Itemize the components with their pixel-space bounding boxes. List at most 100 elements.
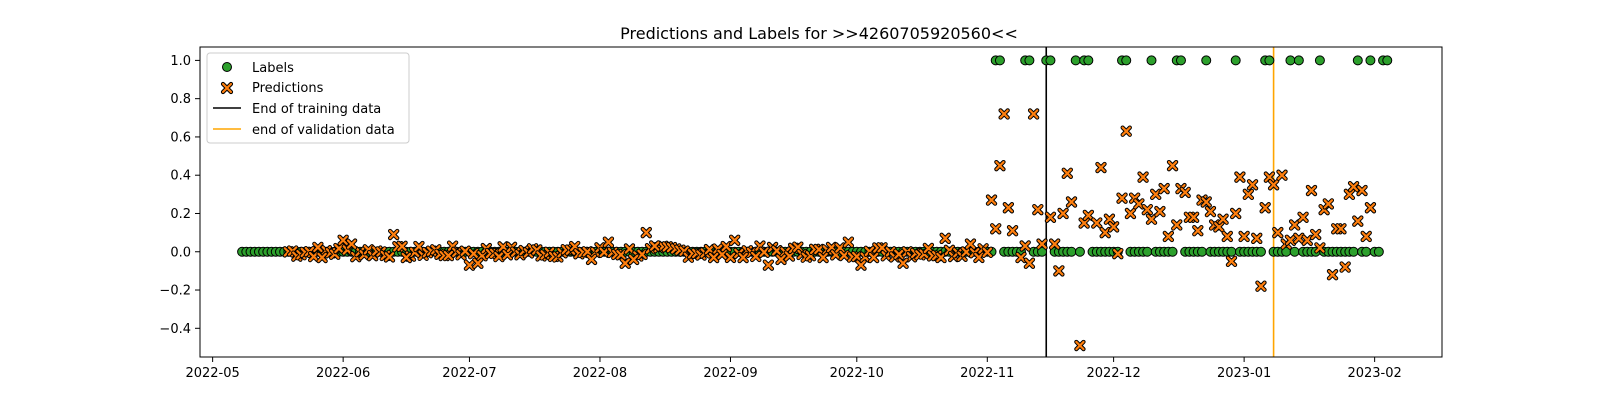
prediction-marker — [1062, 168, 1072, 178]
prediction-marker — [1083, 210, 1094, 221]
prediction-point — [1048, 238, 1061, 250]
prediction-marker — [1252, 233, 1262, 244]
prediction-marker — [1264, 172, 1275, 182]
prediction-marker — [1315, 243, 1325, 253]
prediction-marker — [1214, 222, 1224, 232]
label-point — [1373, 246, 1384, 257]
prediction-marker — [641, 227, 651, 238]
prediction-marker — [1121, 126, 1131, 136]
prediction-marker — [759, 247, 769, 257]
prediction-marker — [1205, 206, 1216, 217]
prediction-point — [1095, 161, 1107, 174]
prediction-point — [1297, 211, 1309, 224]
prediction-point — [1230, 207, 1242, 220]
prediction-point — [1293, 232, 1305, 245]
label-point — [1230, 55, 1241, 66]
chart-title: Predictions and Labels for >>42607059205… — [620, 24, 1018, 43]
prediction-marker — [751, 251, 761, 262]
prediction-marker — [1066, 197, 1077, 207]
legend-box — [206, 52, 410, 144]
y-tick-label: 0.4 — [170, 169, 191, 184]
y-tick-label: −0.4 — [159, 322, 191, 337]
prediction-point — [1225, 255, 1238, 268]
prediction-marker — [1020, 241, 1030, 251]
prediction-marker — [1268, 180, 1279, 190]
prediction-point — [1272, 226, 1284, 239]
prediction-marker — [1079, 218, 1089, 228]
prediction-point — [1027, 108, 1040, 120]
prediction-point — [1032, 203, 1044, 216]
prediction-marker — [1302, 235, 1312, 245]
legend-predictions-marker — [221, 82, 233, 94]
prediction-point — [1347, 180, 1360, 193]
prediction-marker — [586, 254, 597, 265]
prediction-marker — [868, 252, 879, 263]
prediction-marker — [338, 235, 348, 245]
prediction-marker — [1113, 248, 1123, 259]
prediction-point — [1053, 265, 1065, 277]
prediction-marker — [1007, 226, 1018, 236]
prediction-marker — [1180, 187, 1190, 198]
label-point — [1066, 246, 1077, 257]
label-point — [1175, 55, 1186, 66]
x-tick-label: 2022-07 — [442, 366, 496, 381]
prediction-point — [493, 250, 505, 263]
prediction-marker — [1231, 208, 1241, 219]
y-tick-label: 0.0 — [170, 245, 191, 260]
prediction-marker — [1222, 231, 1232, 242]
prediction-marker — [708, 252, 719, 263]
prediction-marker — [649, 241, 660, 251]
prediction-point — [1200, 196, 1212, 208]
prediction-point — [501, 249, 514, 261]
prediction-point — [636, 248, 648, 261]
prediction-marker — [1167, 160, 1178, 171]
prediction-point — [876, 242, 888, 254]
prediction-marker — [1016, 252, 1026, 263]
prediction-point — [1217, 213, 1229, 225]
prediction-point — [383, 251, 396, 263]
label-point — [1083, 55, 1094, 66]
prediction-marker — [346, 239, 357, 249]
prediction-marker — [334, 243, 344, 254]
prediction-marker — [620, 258, 630, 268]
prediction-point — [598, 246, 610, 259]
prediction-point — [1015, 251, 1027, 264]
prediction-point — [1061, 167, 1073, 179]
prediction-marker — [1243, 189, 1254, 200]
label-point — [1264, 55, 1275, 66]
label-point — [1024, 55, 1035, 66]
prediction-marker — [313, 242, 323, 253]
label-point — [1201, 55, 1212, 66]
label-point — [1226, 246, 1237, 257]
prediction-marker — [1188, 212, 1199, 223]
label-point — [1074, 246, 1085, 257]
prediction-marker — [1277, 170, 1287, 180]
prediction-point — [897, 257, 909, 269]
prediction-point — [707, 251, 720, 264]
x-tick-label: 2022-06 — [316, 366, 370, 381]
prediction-marker — [974, 252, 984, 263]
prediction-point — [964, 238, 977, 250]
prediction-point — [1103, 213, 1116, 225]
prediction-point — [1116, 192, 1128, 204]
prediction-marker — [1353, 216, 1363, 226]
label-point — [1142, 246, 1153, 257]
prediction-point — [1364, 202, 1377, 214]
prediction-point — [619, 257, 631, 269]
prediction-marker — [443, 250, 454, 261]
prediction-point — [1112, 247, 1124, 260]
label-point — [1352, 55, 1363, 66]
prediction-marker — [397, 241, 407, 252]
prediction-point — [1267, 179, 1280, 191]
plot-area-frame — [199, 46, 1443, 358]
prediction-point — [825, 241, 838, 254]
x-tick-label: 2022-10 — [830, 366, 884, 381]
prediction-point — [1335, 223, 1347, 235]
prediction-point — [1137, 171, 1149, 183]
prediction-point — [387, 228, 400, 241]
prediction-point — [893, 248, 905, 260]
prediction-marker — [1348, 181, 1359, 192]
prediction-point — [1356, 184, 1368, 197]
